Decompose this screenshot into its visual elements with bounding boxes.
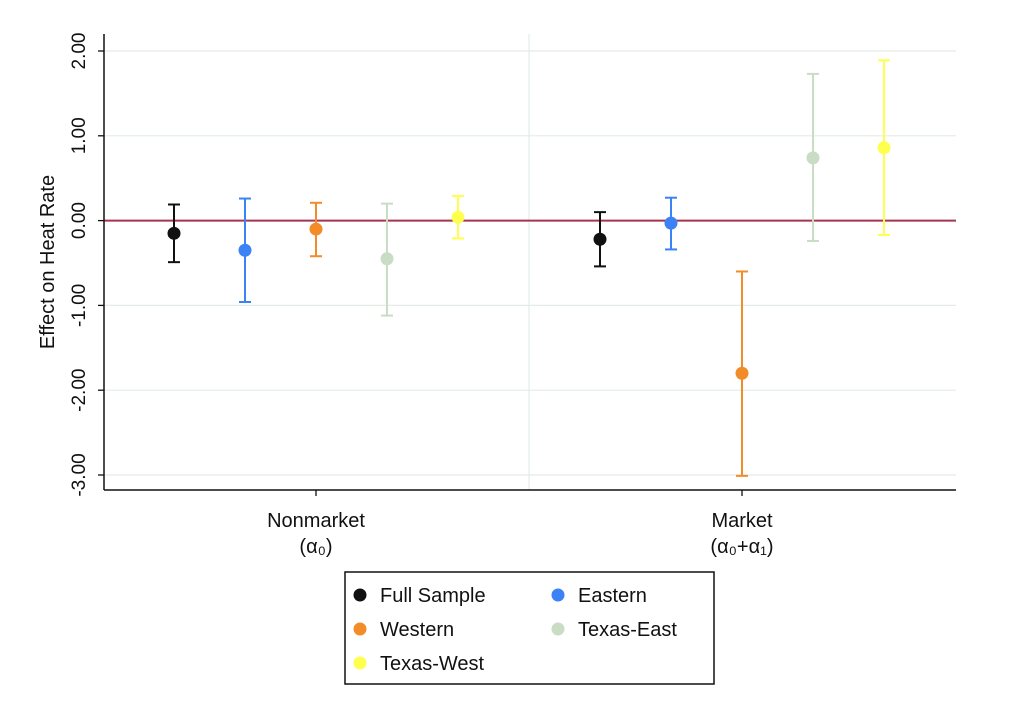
legend-label: Western bbox=[380, 619, 454, 641]
legend-label: Full Sample bbox=[380, 585, 486, 607]
legend-label: Eastern bbox=[578, 585, 647, 607]
errorbar-texas-east bbox=[806, 72, 820, 242]
errorbar-texas-east bbox=[380, 202, 394, 317]
y-tick-label: -1.00 bbox=[69, 284, 90, 327]
y-axis-label: Effect on Heat Rate bbox=[37, 175, 59, 349]
legend-marker bbox=[353, 622, 367, 636]
errorbar-full-sample bbox=[167, 203, 181, 264]
point-estimate bbox=[877, 141, 891, 155]
errorbar-texas-west bbox=[451, 195, 465, 240]
y-tick-label: -3.00 bbox=[69, 453, 90, 496]
legend-box bbox=[344, 571, 715, 685]
y-tick-label: 2.00 bbox=[69, 33, 90, 70]
x-tick-sublabel: (α₀) bbox=[299, 536, 332, 558]
point-estimate bbox=[309, 222, 323, 236]
x-tick-label: Nonmarket bbox=[267, 510, 365, 532]
errorbar-texas-west bbox=[877, 59, 891, 237]
point-estimate bbox=[806, 151, 820, 165]
legend-marker bbox=[353, 656, 367, 670]
x-axis: Nonmarket (α₀) Market (α₀+α₁) bbox=[104, 489, 956, 558]
y-tick-label: 0.00 bbox=[69, 202, 90, 239]
legend-marker bbox=[551, 588, 565, 602]
point-estimate bbox=[380, 252, 394, 266]
y-axis: 2.00 1.00 0.00 -1.00 -2.00 -3.00 bbox=[69, 33, 105, 497]
legend: Full Sample Eastern Western Texas-East Texas… bbox=[344, 571, 715, 685]
y-tick-label: -2.00 bbox=[69, 369, 90, 412]
errorbar-western bbox=[735, 270, 749, 477]
point-estimate bbox=[238, 243, 252, 257]
point-estimate bbox=[664, 216, 678, 230]
errorbar-full-sample bbox=[593, 211, 607, 268]
point-estimate bbox=[735, 366, 749, 380]
x-tick-label: Market bbox=[711, 510, 773, 532]
point-estimate bbox=[451, 210, 465, 224]
legend-label: Texas-West bbox=[380, 653, 485, 675]
data-marks bbox=[167, 59, 891, 477]
errorbar-eastern bbox=[238, 197, 252, 304]
errorbar-western bbox=[309, 201, 323, 258]
y-tick-label: 1.00 bbox=[69, 117, 90, 154]
point-estimate bbox=[167, 226, 181, 240]
errorbar-eastern bbox=[664, 196, 678, 251]
legend-label: Texas-East bbox=[578, 619, 677, 641]
legend-marker bbox=[551, 622, 565, 636]
legend-marker bbox=[353, 588, 367, 602]
x-tick-sublabel: (α₀+α₁) bbox=[710, 536, 773, 558]
point-estimate bbox=[593, 232, 607, 246]
